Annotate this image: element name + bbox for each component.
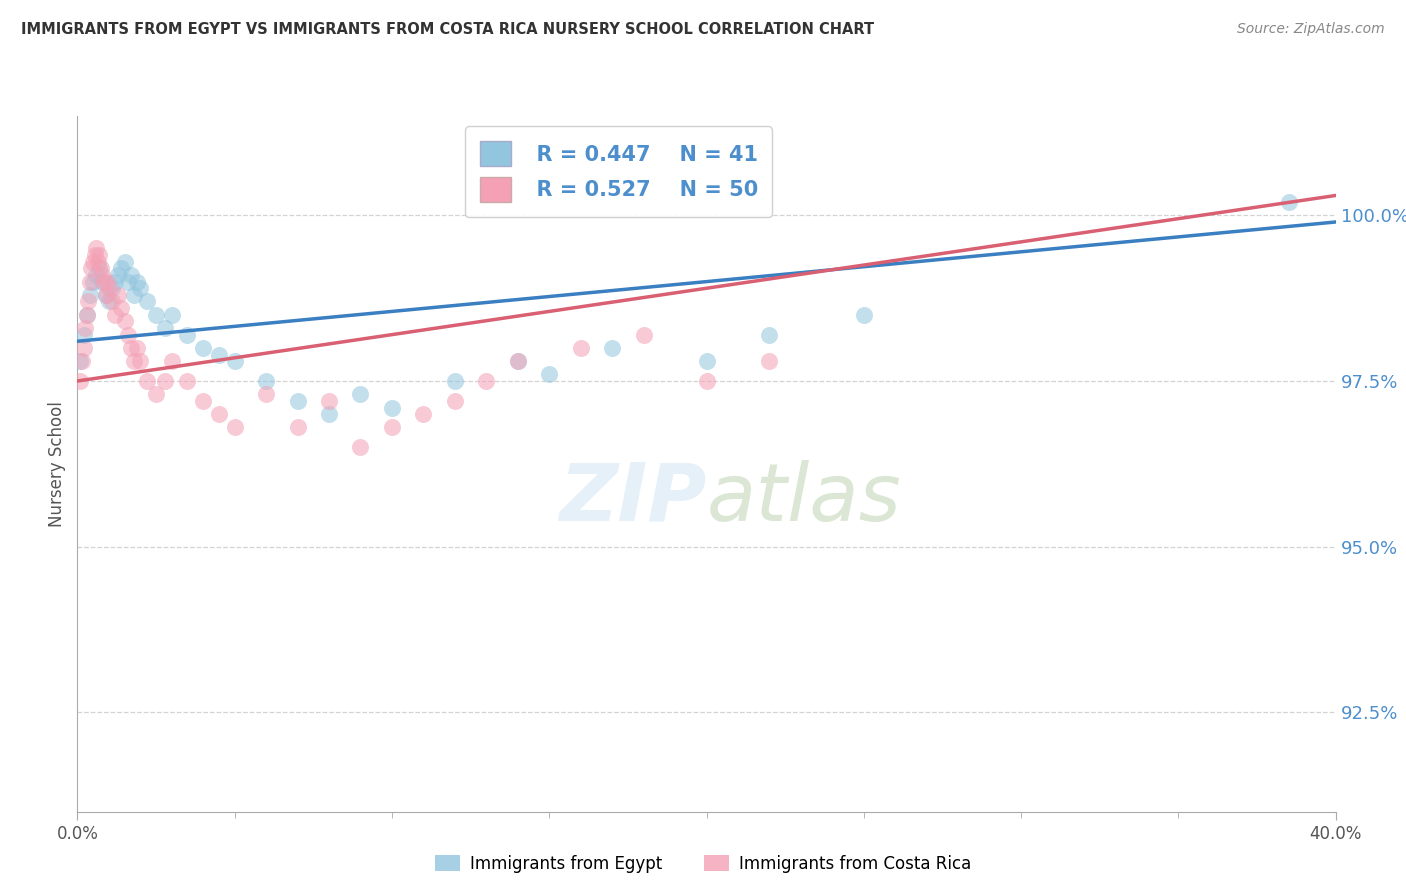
Legend:   R = 0.447    N = 41,   R = 0.527    N = 50: R = 0.447 N = 41, R = 0.527 N = 50 (465, 127, 772, 217)
Point (852, 308, 875, 322)
Point (70, 354, 93, 368)
Point (104, 275, 127, 289)
Point (506, 354, 529, 368)
Point (75, 321, 97, 335)
Point (114, 314, 136, 328)
Point (381, 420, 404, 434)
Point (84, 268, 107, 282)
Point (349, 387, 371, 401)
Point (101, 294, 124, 309)
Point (93, 275, 115, 289)
Point (254, 374, 277, 388)
Point (176, 327, 198, 342)
Point (176, 374, 198, 388)
Point (104, 308, 127, 322)
Text: atlas: atlas (707, 459, 901, 538)
Point (117, 275, 139, 289)
Point (287, 420, 309, 434)
Point (224, 354, 246, 368)
Point (89, 248, 111, 262)
Point (224, 420, 246, 434)
Point (475, 374, 498, 388)
Point (76, 308, 98, 322)
Point (129, 281, 152, 295)
Point (444, 393, 467, 408)
Point (91, 275, 114, 289)
Point (758, 354, 780, 368)
Point (1277, 195, 1299, 210)
Point (69, 374, 91, 388)
Point (122, 354, 145, 368)
Point (82, 275, 104, 289)
Point (145, 308, 167, 322)
Point (101, 281, 124, 295)
Point (110, 261, 132, 276)
Point (696, 374, 718, 388)
Point (127, 275, 149, 289)
Point (600, 341, 623, 355)
Point (191, 393, 215, 408)
Point (79, 288, 101, 302)
Point (89, 261, 111, 276)
Point (72, 341, 94, 355)
Point (97, 294, 120, 309)
Point (83, 248, 105, 262)
Point (135, 294, 157, 309)
Point (155, 374, 177, 388)
Point (633, 327, 655, 342)
Point (107, 288, 129, 302)
Point (569, 341, 592, 355)
Point (318, 407, 340, 421)
Point (94, 288, 117, 302)
Point (114, 254, 136, 268)
Point (77, 294, 100, 309)
Point (117, 327, 139, 342)
Point (87, 254, 110, 268)
Point (129, 354, 152, 368)
Point (758, 327, 780, 342)
Point (122, 288, 145, 302)
Text: IMMIGRANTS FROM EGYPT VS IMMIGRANTS FROM COSTA RICA NURSERY SCHOOL CORRELATION C: IMMIGRANTS FROM EGYPT VS IMMIGRANTS FROM… (21, 22, 875, 37)
Point (191, 341, 215, 355)
Point (696, 354, 718, 368)
Point (79, 275, 101, 289)
Point (90, 261, 112, 276)
Y-axis label: Nursery School: Nursery School (48, 401, 66, 527)
Text: Source: ZipAtlas.com: Source: ZipAtlas.com (1237, 22, 1385, 37)
Point (160, 354, 183, 368)
Point (160, 308, 183, 322)
Point (318, 393, 340, 408)
Point (97, 281, 120, 295)
Point (349, 440, 371, 454)
Point (135, 374, 157, 388)
Point (80, 261, 103, 276)
Point (110, 301, 132, 315)
Text: ZIP: ZIP (560, 459, 707, 538)
Point (96, 275, 118, 289)
Point (120, 341, 142, 355)
Point (69, 354, 91, 368)
Point (120, 268, 142, 282)
Point (412, 407, 434, 421)
Point (72, 327, 94, 342)
Point (444, 374, 467, 388)
Point (76, 308, 98, 322)
Point (208, 407, 231, 421)
Point (538, 368, 561, 382)
Point (145, 387, 167, 401)
Point (84, 242, 107, 256)
Legend: Immigrants from Egypt, Immigrants from Costa Rica: Immigrants from Egypt, Immigrants from C… (429, 848, 977, 880)
Point (155, 321, 177, 335)
Point (506, 354, 529, 368)
Point (82, 254, 104, 268)
Point (91, 268, 114, 282)
Point (254, 387, 277, 401)
Point (208, 347, 231, 361)
Point (381, 401, 404, 415)
Point (107, 268, 129, 282)
Point (127, 341, 149, 355)
Point (287, 393, 309, 408)
Point (94, 288, 117, 302)
